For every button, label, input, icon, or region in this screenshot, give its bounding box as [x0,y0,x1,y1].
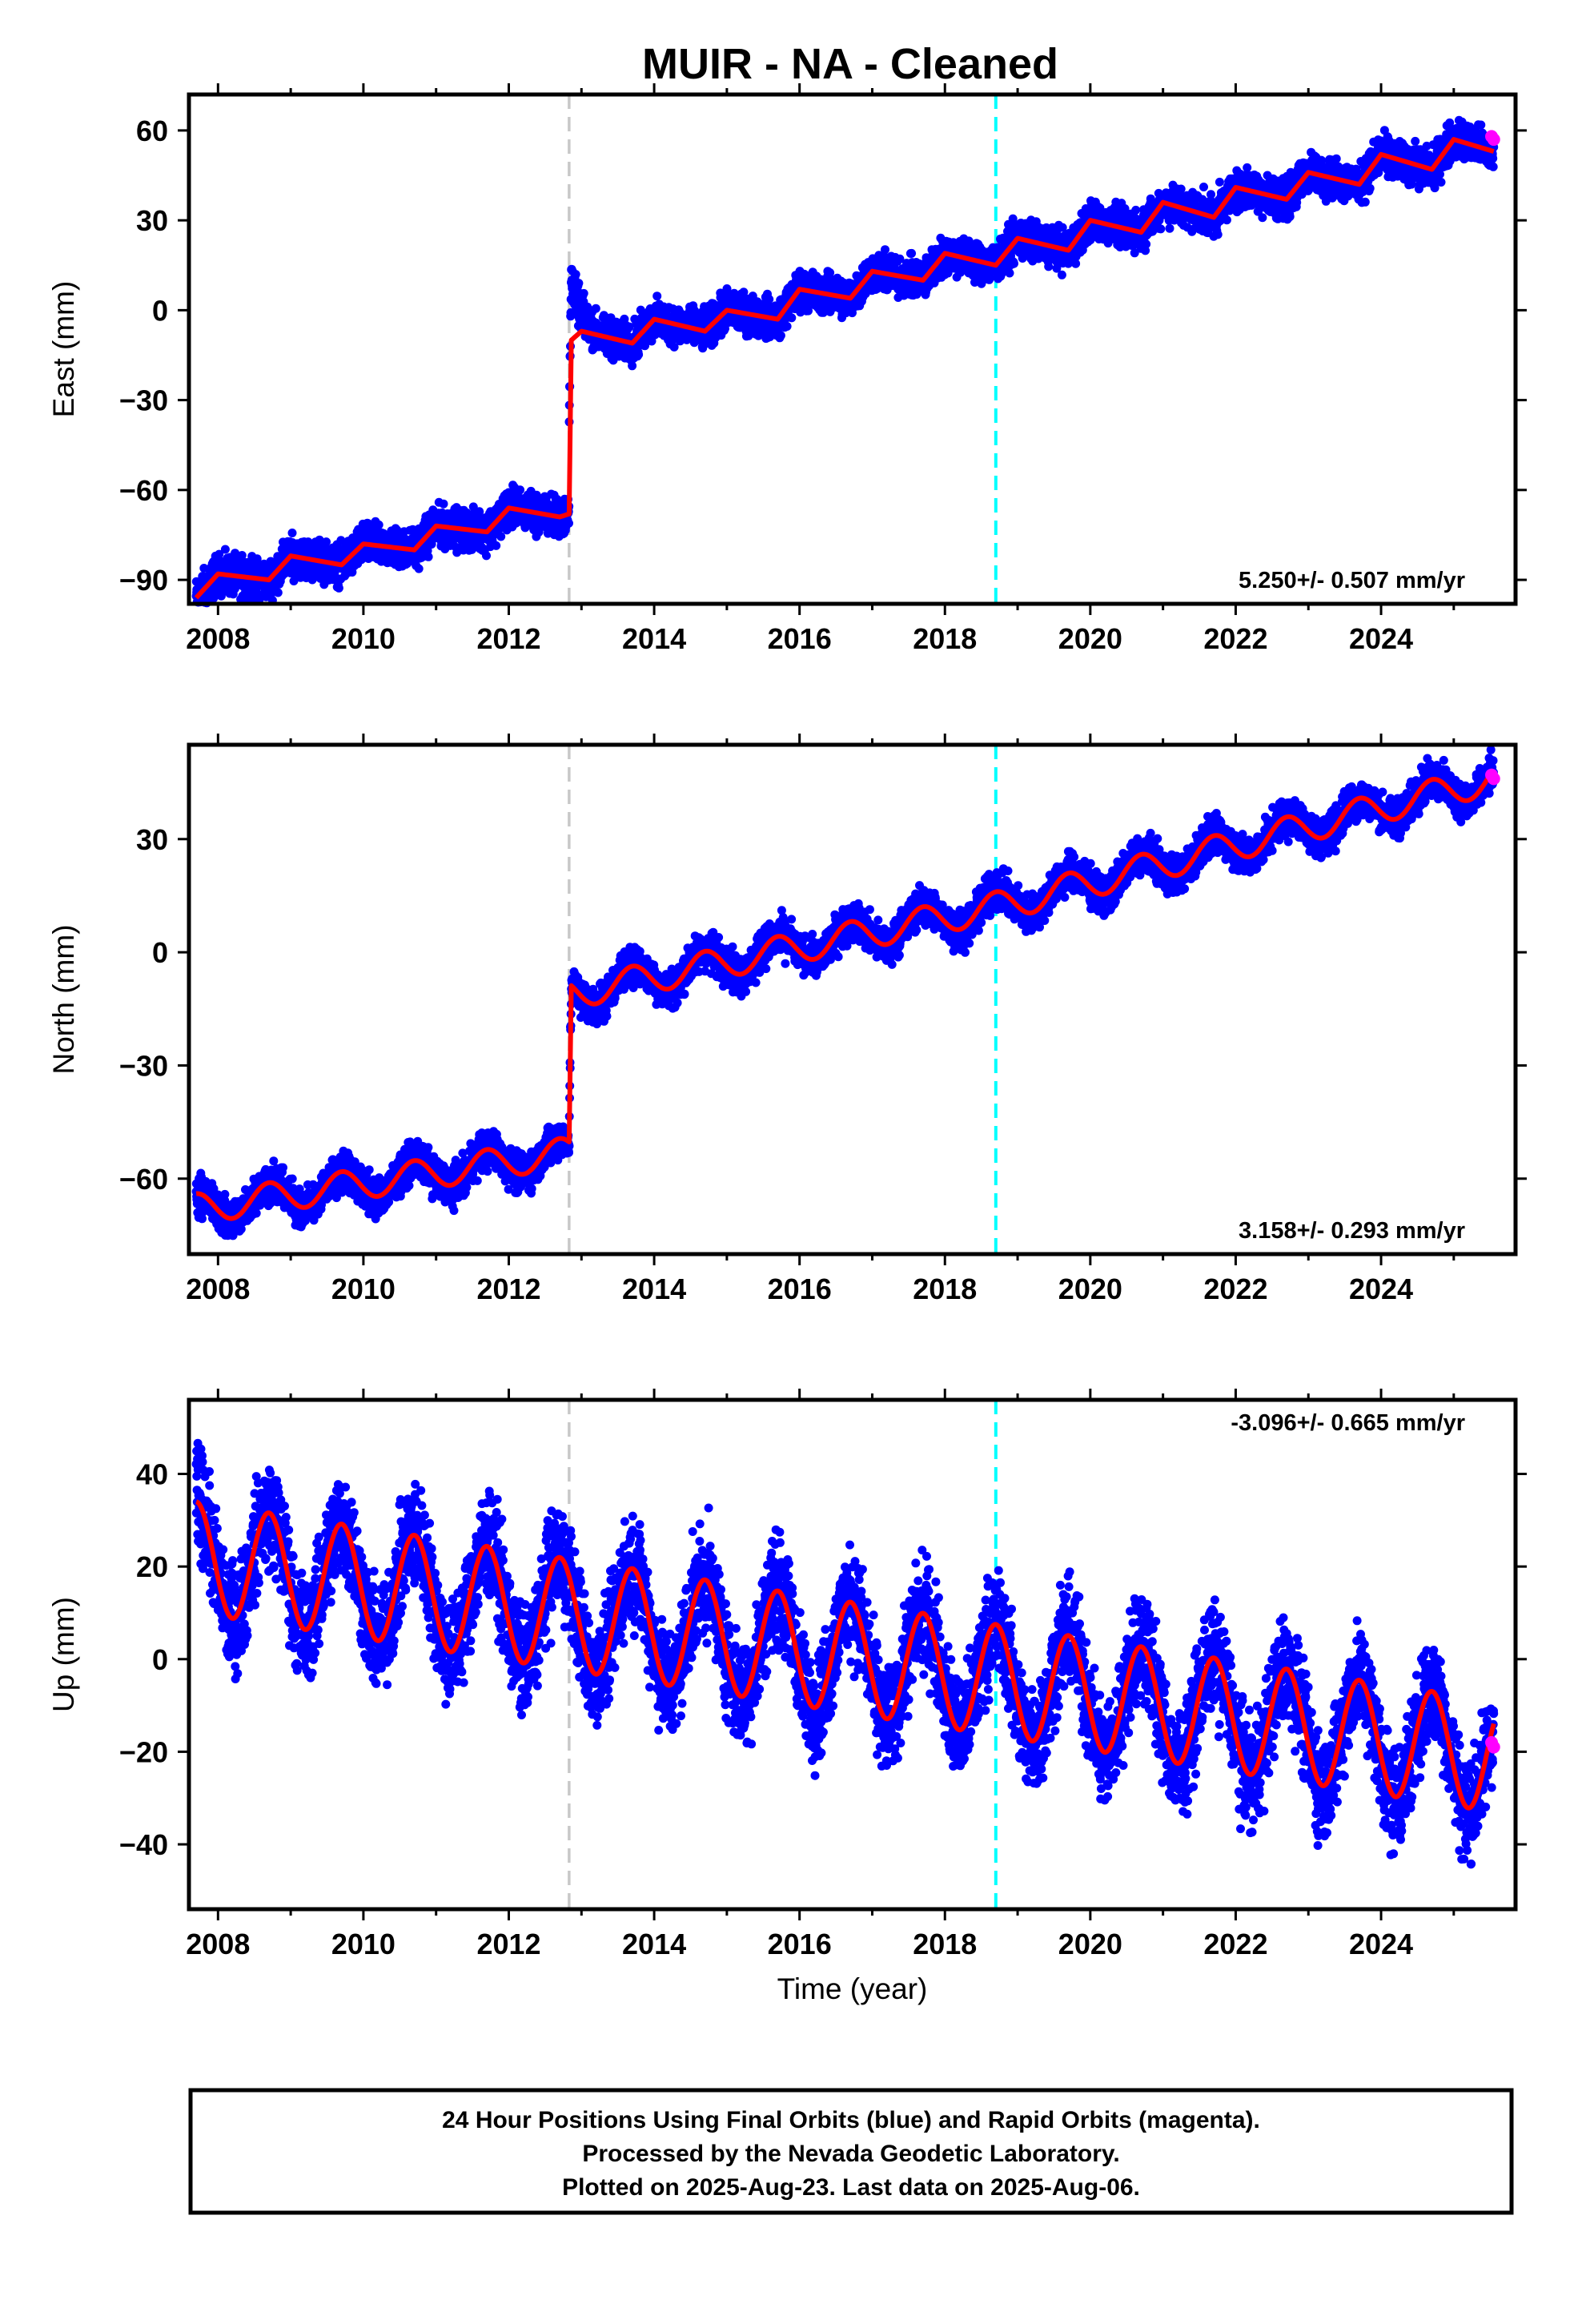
east-panel: 2008 2010 2012 2014 2016 2018 2020 2022 2024−90−… [47,83,1527,655]
data-point [564,518,573,528]
data-point [334,583,343,593]
data-point [787,313,797,323]
data-point [1176,184,1186,194]
data-point [287,529,297,537]
data-point [571,270,580,279]
data-point [516,485,525,495]
data-point [496,532,506,541]
data-point [1010,259,1018,268]
data-point [215,549,224,559]
data-point [374,520,383,529]
data-point [628,361,637,371]
data-point [574,279,584,288]
data-point [1005,268,1014,278]
data-point [482,551,491,561]
data-point [220,545,230,554]
data-point [634,350,644,360]
data-point [1165,223,1174,233]
data-point [765,295,774,304]
data-point [1156,224,1166,234]
data-point [322,537,331,547]
data-point [907,248,917,258]
data-point [1131,205,1141,215]
data-point [414,564,424,573]
data-point [804,306,813,316]
data-point [273,588,283,597]
data-point [579,288,588,298]
final-orbit-points [191,115,1499,608]
data-point [782,322,792,331]
data-point [439,499,448,509]
data-point [492,541,501,550]
data-point [652,292,662,301]
data-point [1142,239,1151,249]
data-point [1057,270,1066,279]
data-point [776,331,785,340]
data-point [199,564,209,573]
data-point [881,245,889,255]
data-point [591,304,600,313]
chart-title: MUIR - NA - Cleaned [642,40,1058,88]
data-point [424,552,433,561]
data-point [825,268,835,277]
